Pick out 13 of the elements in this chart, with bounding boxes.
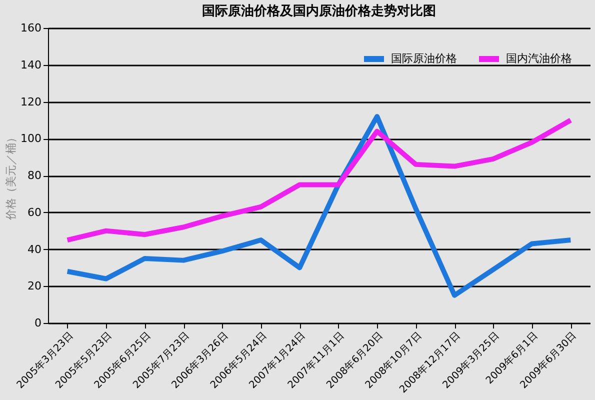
y-axis-title: 价格（美元／桶） xyxy=(4,132,18,221)
y-tick-label: 80 xyxy=(28,169,42,182)
y-tick-label: 160 xyxy=(20,22,42,34)
y-tick-label: 140 xyxy=(20,58,42,72)
y-tick-label: 60 xyxy=(28,206,42,219)
y-tick-label: 100 xyxy=(20,132,42,146)
y-tick-label: 0 xyxy=(34,316,42,330)
y-tick-label: 120 xyxy=(20,95,42,108)
legend-label: 国际原油价格 xyxy=(391,52,457,65)
y-tick-label: 40 xyxy=(28,242,42,256)
y-tick-label: 20 xyxy=(28,280,42,293)
chart-title: 国际原油价格及国内原油价格走势对比图 xyxy=(202,3,436,19)
legend-label: 国内汽油价格 xyxy=(506,52,572,65)
